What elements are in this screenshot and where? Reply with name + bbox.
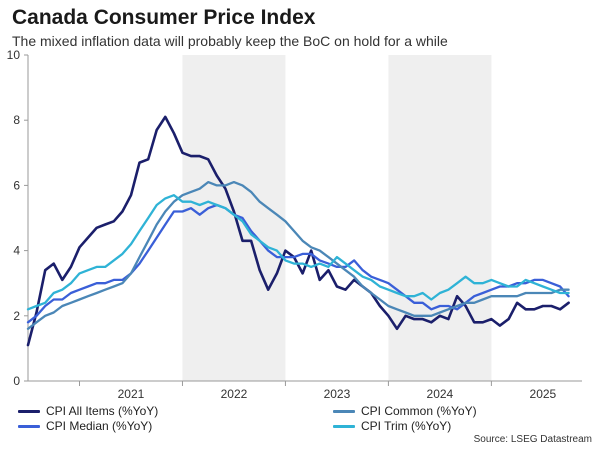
series-line-cpi-all-items-yoy [26, 115, 570, 347]
series-line-cpi-trim-yoy [26, 194, 570, 311]
shaded-band-2024 [388, 55, 492, 381]
x-tick-label-2021: 2021 [118, 387, 145, 401]
legend-label-cpi-all-items: CPI All Items (%YoY) [46, 404, 159, 418]
legend-item-cpi-all-items: CPI All Items (%YoY) [18, 404, 158, 418]
series-line-cpi-median-yoy [26, 203, 570, 324]
series-line-cpi-common-yoy [26, 180, 570, 330]
legend-swatch-cpi-common [333, 409, 355, 413]
legend-swatch-cpi-all-items [18, 409, 40, 413]
legend-label-cpi-common: CPI Common (%YoY) [361, 404, 477, 418]
legend-swatch-cpi-median [18, 424, 40, 428]
legend-item-cpi-median: CPI Median (%YoY) [18, 419, 152, 433]
x-tick-label-2025: 2025 [530, 387, 557, 401]
y-tick-label-4: 4 [13, 244, 20, 258]
y-tick-label-8: 8 [13, 113, 20, 127]
y-tick-label-10: 10 [7, 48, 21, 62]
chart-title: Canada Consumer Price Index [12, 6, 316, 29]
x-tick-label-2022: 2022 [221, 387, 248, 401]
legend-item-cpi-trim: CPI Trim (%YoY) [333, 419, 451, 433]
chart-subtitle: The mixed inflation data will probably k… [12, 33, 448, 49]
x-tick-label-2024: 2024 [427, 387, 454, 401]
legend-swatch-cpi-trim [333, 424, 355, 428]
x-tick-label-2023: 2023 [324, 387, 351, 401]
legend-item-cpi-common: CPI Common (%YoY) [333, 404, 477, 418]
y-tick-label-6: 6 [13, 178, 20, 192]
y-tick-label-0: 0 [13, 374, 20, 388]
legend-label-cpi-trim: CPI Trim (%YoY) [361, 419, 452, 433]
source-note: Source: LSEG Datastream [473, 434, 592, 445]
legend-label-cpi-median: CPI Median (%YoY) [46, 419, 153, 433]
shaded-band-2022 [182, 55, 286, 381]
y-tick-label-2: 2 [13, 309, 20, 323]
